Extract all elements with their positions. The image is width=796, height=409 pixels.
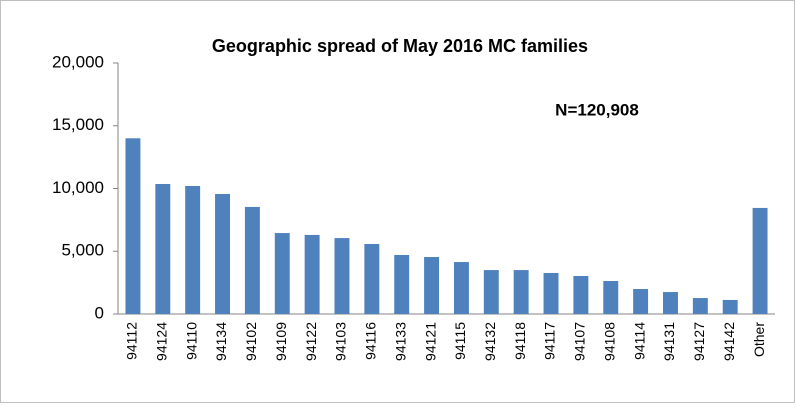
bar — [513, 270, 529, 314]
bar — [334, 238, 350, 314]
bar — [663, 292, 678, 314]
annotation: N=120,908 — [555, 100, 639, 119]
x-tick-label: 94134 — [213, 322, 229, 361]
bar — [394, 255, 410, 314]
x-tick-label: 94132 — [482, 322, 498, 361]
x-tick-label: 94127 — [691, 322, 707, 361]
x-tick-label: 94131 — [661, 322, 677, 361]
x-tick-label: 94122 — [303, 322, 319, 361]
x-tick-label: 94110 — [183, 322, 199, 360]
bar — [185, 185, 201, 314]
bar — [453, 262, 469, 314]
x-tick-label: 94107 — [572, 322, 588, 361]
bar — [244, 206, 260, 314]
bar — [752, 207, 768, 314]
bar — [573, 275, 589, 314]
y-tick-label: 5,000 — [61, 241, 104, 260]
x-tick-label: Other — [751, 322, 767, 357]
x-tick-label: 94102 — [243, 322, 259, 361]
y-tick-label: 10,000 — [52, 178, 104, 197]
bar — [483, 270, 499, 314]
chart-title: Geographic spread of May 2016 MC familie… — [212, 36, 588, 56]
x-tick-label: 94117 — [542, 322, 558, 360]
x-tick-label: 94121 — [422, 322, 438, 361]
x-tick-label: 94116 — [363, 322, 379, 360]
bar — [543, 272, 559, 314]
bar — [603, 280, 619, 314]
y-tick-label: 15,000 — [52, 115, 104, 134]
bar — [215, 194, 230, 314]
x-tick-label: 94124 — [153, 322, 169, 361]
x-tick-label: 94109 — [273, 322, 289, 361]
bar — [722, 299, 738, 314]
y-tick-label: 0 — [95, 303, 104, 322]
bar — [125, 138, 141, 314]
x-tick-label: 94118 — [512, 322, 528, 360]
x-tick-label: 94112 — [124, 322, 140, 360]
bar — [155, 183, 171, 314]
bar — [274, 233, 290, 314]
x-tick-label: 94142 — [721, 322, 737, 361]
bar — [364, 243, 380, 314]
y-tick-label: 20,000 — [52, 52, 104, 71]
bar — [692, 298, 708, 314]
x-tick-label: 94103 — [333, 322, 349, 361]
bar — [633, 289, 649, 314]
x-tick-label: 94108 — [601, 322, 617, 361]
x-tick-label: 94114 — [631, 322, 647, 360]
bar — [424, 257, 440, 314]
x-tick-label: 94115 — [452, 322, 468, 360]
x-tick-label: 94133 — [392, 322, 408, 361]
bar — [304, 234, 320, 314]
